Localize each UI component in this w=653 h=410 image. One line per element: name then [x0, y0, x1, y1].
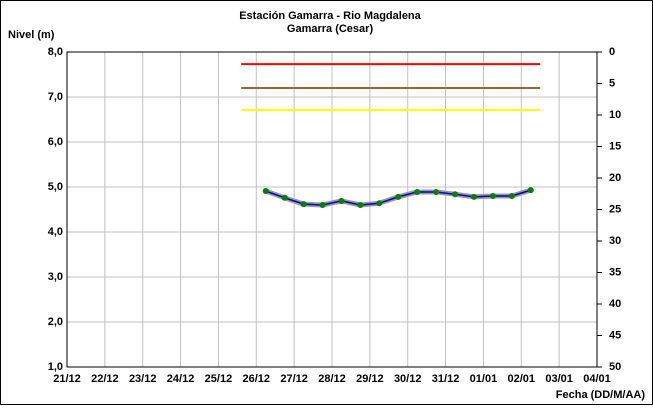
- x-tick-label: 30/12: [394, 373, 422, 385]
- y-tick-label: 7,0: [48, 91, 63, 103]
- y2-tick-label: 0: [609, 46, 615, 58]
- x-tick-label: 31/12: [432, 373, 460, 385]
- y2-tick-label: 45: [609, 329, 621, 341]
- data-point: [395, 193, 402, 200]
- data-point: [300, 201, 307, 208]
- data-point: [527, 187, 534, 194]
- x-tick-label: 03/01: [545, 373, 573, 385]
- y-tick-label: 3,0: [48, 271, 63, 283]
- x-tick-label: 23/12: [129, 373, 157, 385]
- x-tick-label: 22/12: [91, 373, 119, 385]
- data-point: [262, 188, 269, 195]
- y-tick-label: 5,0: [48, 181, 63, 193]
- data-point: [508, 193, 515, 199]
- x-tick-label: 25/12: [205, 373, 233, 385]
- y-tick-label: 8,0: [48, 46, 63, 58]
- data-point: [338, 197, 345, 204]
- y2-tick-label: 40: [609, 298, 621, 310]
- data-point: [489, 193, 496, 199]
- data-point: [357, 202, 364, 208]
- y2-tick-label: 30: [609, 235, 621, 247]
- x-tick-label: 01/01: [470, 373, 498, 385]
- x-tick-label: 21/12: [53, 373, 81, 385]
- data-point: [414, 188, 421, 195]
- y2-tick-label: 5: [609, 77, 615, 89]
- y2-tick-label: 25: [609, 203, 621, 215]
- y-tick-label: 1,0: [48, 361, 63, 373]
- y-tick-label: 6,0: [48, 136, 63, 148]
- y2-tick-label: 50: [609, 361, 621, 373]
- x-tick-label: 27/12: [280, 373, 308, 385]
- x-tick-label: 28/12: [318, 373, 346, 385]
- y-tick-label: 2,0: [48, 316, 63, 328]
- chart-title: Estación Gamarra - Rio Magdalena: [239, 10, 421, 22]
- data-point: [433, 188, 440, 195]
- plot-border: [66, 51, 598, 368]
- chart-subtitle: Gamarra (Cesar): [287, 23, 374, 35]
- data-point: [376, 200, 383, 207]
- x-tick-label: 04/01: [583, 373, 611, 385]
- data-point: [452, 191, 459, 198]
- y2-tick-label: 10: [609, 109, 621, 121]
- x-tick-label: 02/01: [508, 373, 536, 385]
- x-tick-label: 24/12: [167, 373, 195, 385]
- x-tick-label: 26/12: [243, 373, 271, 385]
- y2-tick-label: 20: [609, 172, 621, 184]
- data-point: [470, 193, 477, 200]
- x-tick-label: 29/12: [356, 373, 384, 385]
- y2-tick-label: 15: [609, 140, 621, 152]
- y-tick-label: 4,0: [48, 226, 63, 238]
- x-axis-label: Fecha (DD/M/AA): [556, 389, 646, 401]
- y2-tick-label: 35: [609, 266, 621, 278]
- data-point: [281, 194, 288, 201]
- data-point: [319, 202, 326, 208]
- y-axis-label: Nivel (m): [8, 29, 55, 41]
